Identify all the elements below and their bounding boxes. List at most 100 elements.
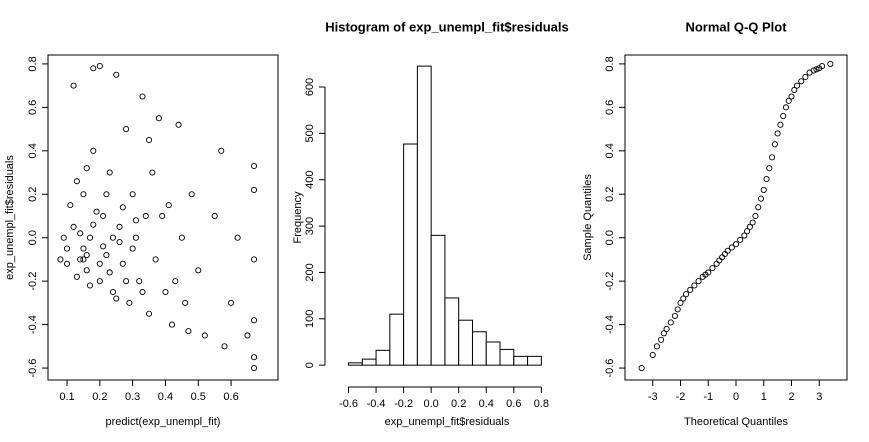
bar <box>348 362 363 366</box>
point <box>660 330 667 337</box>
point <box>728 244 735 251</box>
point <box>638 365 645 372</box>
point <box>218 147 225 154</box>
point <box>234 234 241 241</box>
point <box>221 343 228 350</box>
x-tick-label: 0.0 <box>424 398 439 410</box>
point <box>719 254 726 261</box>
point <box>63 245 71 252</box>
point <box>123 278 130 285</box>
point <box>106 269 113 276</box>
point <box>103 252 110 259</box>
point <box>737 236 744 243</box>
point <box>116 223 123 230</box>
point <box>106 169 113 176</box>
point <box>802 73 809 80</box>
point <box>100 243 107 250</box>
point <box>175 121 182 128</box>
point <box>691 282 698 289</box>
point <box>96 260 103 267</box>
bar <box>389 313 405 366</box>
y-tick-label: 0.0 <box>27 230 39 245</box>
point <box>149 169 156 176</box>
point <box>86 234 94 241</box>
chart-title: Normal Q-Q Plot <box>685 19 787 34</box>
y-tick-label: 0 <box>304 362 316 368</box>
point <box>671 312 679 319</box>
x-tick-label: 0.4 <box>479 398 494 410</box>
point <box>73 178 80 185</box>
point <box>146 310 153 317</box>
point <box>250 162 258 170</box>
point <box>93 208 100 215</box>
x-tick-label: 0.6 <box>506 398 521 410</box>
point <box>658 336 665 343</box>
y-tick-label: 600 <box>304 78 316 96</box>
point <box>810 67 817 74</box>
y-tick-label: 0.8 <box>27 56 39 71</box>
point <box>162 288 169 296</box>
plot-box <box>624 54 848 381</box>
point <box>749 219 756 226</box>
point <box>113 295 120 302</box>
point <box>119 204 126 211</box>
x-tick-label: 3 <box>816 391 822 403</box>
point <box>228 299 235 306</box>
point <box>683 291 690 298</box>
point <box>721 250 728 258</box>
point <box>780 112 787 120</box>
point <box>109 234 117 241</box>
point <box>129 191 136 198</box>
point <box>818 63 826 70</box>
point <box>250 365 258 372</box>
point <box>188 191 195 198</box>
y-tick-label: -0.2 <box>604 272 616 291</box>
y-tick-label: 300 <box>304 217 316 235</box>
x-tick-label: 0 <box>733 391 739 403</box>
x-tick-label: 1 <box>761 391 767 403</box>
y-tick-label: 200 <box>304 263 316 281</box>
point <box>827 60 834 67</box>
point <box>244 332 251 339</box>
point <box>73 273 80 280</box>
point <box>77 256 84 263</box>
point <box>705 269 712 276</box>
y-tick-label: 0.2 <box>27 187 39 202</box>
point <box>146 136 153 143</box>
point <box>132 217 139 224</box>
point <box>250 256 258 263</box>
point <box>90 147 97 154</box>
x-axis-label: Theoretical Quantiles <box>684 416 788 428</box>
point <box>785 97 792 104</box>
point <box>132 234 139 241</box>
point <box>744 228 751 235</box>
x-tick-label: -3 <box>648 391 658 403</box>
point <box>677 299 684 306</box>
point <box>250 354 258 361</box>
point <box>201 332 208 339</box>
x-tick-label: 0.4 <box>158 391 173 403</box>
point <box>90 221 97 228</box>
point <box>142 212 149 220</box>
point <box>63 260 71 267</box>
point <box>757 195 765 202</box>
point <box>663 325 670 332</box>
bar <box>403 143 418 366</box>
x-tick-label: 0.3 <box>125 391 140 403</box>
bar <box>430 234 446 366</box>
y-tick-label: 0.6 <box>604 100 616 115</box>
point <box>695 278 702 285</box>
y-tick-label: 0.2 <box>604 187 616 202</box>
bar <box>513 355 529 366</box>
point <box>96 278 103 285</box>
point <box>788 93 795 100</box>
point <box>96 63 103 70</box>
point <box>119 260 126 267</box>
point <box>86 282 94 289</box>
x-tick-label: 0.1 <box>59 391 74 403</box>
y-tick-label: 100 <box>304 310 316 328</box>
point <box>774 130 781 137</box>
bar <box>361 358 377 366</box>
point <box>709 265 716 272</box>
